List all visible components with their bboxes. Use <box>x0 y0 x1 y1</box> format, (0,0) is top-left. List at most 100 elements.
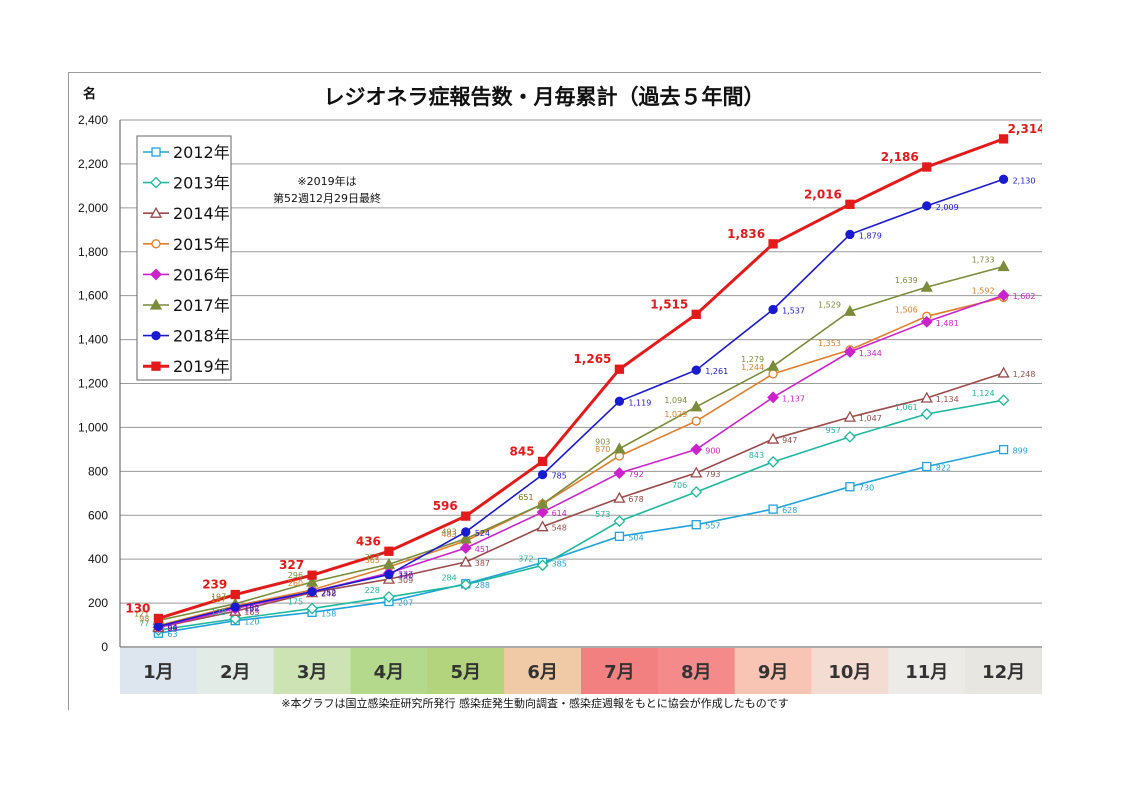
data-point <box>691 365 701 375</box>
legend-label: 2019年 <box>173 357 230 376</box>
data-label: 628 <box>782 506 797 515</box>
month-band <box>427 648 505 694</box>
data-label: 1,265 <box>573 352 611 366</box>
data-point <box>768 239 778 249</box>
legend-box <box>136 135 232 381</box>
data-label: 899 <box>1013 447 1028 456</box>
data-point <box>613 442 626 454</box>
data-point <box>537 456 548 467</box>
data-label: 89 <box>167 624 177 633</box>
x-tick-label: 6月 <box>527 662 558 683</box>
month-band <box>657 648 736 694</box>
data-label: 387 <box>475 559 490 568</box>
data-point <box>845 482 855 492</box>
y-tick-label: 0 <box>101 640 108 654</box>
data-point <box>767 391 780 404</box>
data-label: 252 <box>321 589 336 598</box>
data-point <box>690 400 703 412</box>
data-label: 845 <box>510 444 535 458</box>
y-tick-label: 1,200 <box>78 377 108 391</box>
data-label: 1,134 <box>936 395 959 404</box>
legend-marker <box>150 268 162 281</box>
line-chart: 0 200 400 600 800 1,000 1,200 1,400 1,600 1,800 2,… <box>69 73 1042 711</box>
y-tick-label: 1,000 <box>78 420 108 434</box>
data-point <box>384 569 394 580</box>
note-line: ※2019年は <box>297 174 356 188</box>
data-point <box>461 511 471 521</box>
data-label: 1,639 <box>895 276 918 285</box>
data-point <box>998 174 1009 184</box>
data-label: 197 <box>211 593 226 602</box>
data-label: 1,279 <box>741 355 764 364</box>
y-tick-label: 400 <box>88 552 108 566</box>
legend-label: 2016年 <box>173 265 230 284</box>
data-point <box>230 589 240 600</box>
data-label: 187 <box>211 595 226 604</box>
data-point <box>536 559 549 572</box>
data-label: 1,353 <box>818 339 841 348</box>
data-point <box>459 532 472 544</box>
data-label: 130 <box>125 601 150 615</box>
data-label: 98 <box>139 614 149 623</box>
data-label: 175 <box>288 598 303 607</box>
data-label: 252 <box>321 589 336 598</box>
data-label: 228 <box>365 586 380 595</box>
data-point <box>307 587 317 597</box>
data-label: 451 <box>475 545 490 554</box>
data-label: 651 <box>518 493 533 502</box>
data-label: 120 <box>244 618 259 627</box>
y-tick-label: 1,800 <box>78 245 108 259</box>
data-point <box>920 280 933 292</box>
data-point <box>306 602 319 615</box>
data-label: 248 <box>321 590 336 599</box>
data-label: 614 <box>552 509 567 518</box>
x-tick-label: 1月 <box>143 662 174 683</box>
data-label: 284 <box>441 574 456 583</box>
y-axis-unit: 名 <box>83 86 96 102</box>
series-line <box>158 372 1004 629</box>
data-point <box>922 162 932 172</box>
data-point <box>997 260 1010 272</box>
legend-marker <box>149 206 163 218</box>
data-label: 337 <box>398 570 413 579</box>
series-line <box>157 137 1005 620</box>
data-label: 2,016 <box>804 187 842 201</box>
data-point <box>537 469 548 480</box>
data-point <box>997 394 1010 407</box>
data-label: 1,733 <box>972 255 995 264</box>
data-label: 870 <box>595 445 610 454</box>
note-line: 第52週12月29日最終 <box>273 191 381 205</box>
series-line <box>158 265 1004 622</box>
data-label: 372 <box>518 554 533 563</box>
data-point <box>766 432 780 444</box>
data-label: 2,009 <box>936 203 959 212</box>
data-label: 121 <box>134 609 149 618</box>
data-point <box>843 304 857 316</box>
data-point <box>536 497 549 509</box>
data-label: 1,879 <box>859 231 882 240</box>
data-point <box>536 520 549 532</box>
chart-title: レジオネラ症報告数・月毎累計（過去５年間） <box>324 85 765 109</box>
legend-label: 2014年 <box>173 204 230 223</box>
data-label: 436 <box>356 534 381 548</box>
data-label: 260 <box>288 579 303 588</box>
x-tick-label: 9月 <box>758 662 789 683</box>
y-tick-label: 800 <box>88 464 108 478</box>
data-point <box>997 366 1010 378</box>
data-point <box>382 591 395 603</box>
data-label: 1,029 <box>664 410 687 419</box>
data-point <box>691 309 701 319</box>
month-band <box>350 648 428 694</box>
month-band <box>581 648 659 694</box>
data-point <box>690 466 703 478</box>
data-point <box>307 570 317 580</box>
data-point <box>229 612 242 625</box>
month-band <box>888 648 966 694</box>
data-label: 385 <box>552 559 567 568</box>
series-line <box>158 399 1004 631</box>
month-band <box>120 648 198 694</box>
data-label: 843 <box>749 451 764 460</box>
data-label: 182 <box>244 604 259 613</box>
month-band <box>273 648 351 694</box>
data-label: 1,481 <box>936 319 959 328</box>
